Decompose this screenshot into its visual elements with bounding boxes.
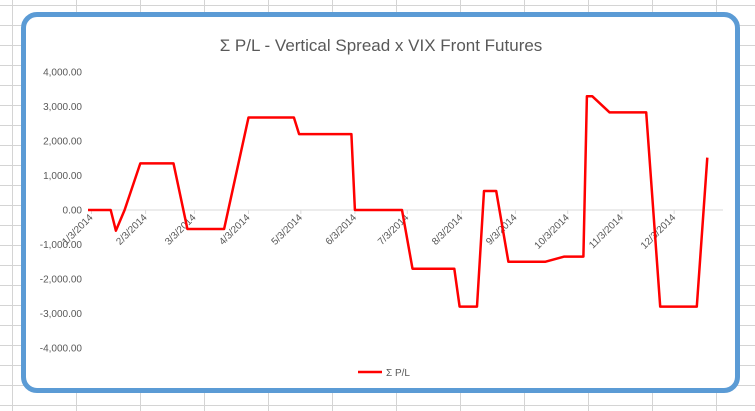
x-tick-label: 12/3/2014: [639, 212, 679, 252]
chart-frame: Σ P/L - Vertical Spread x VIX Front Futu…: [21, 12, 740, 393]
x-tick-label: 8/3/2014: [430, 212, 466, 248]
y-tick-label: -4,000.00: [40, 344, 83, 355]
chart-title: Σ P/L - Vertical Spread x VIX Front Futu…: [220, 36, 543, 55]
series-layer: [88, 94, 709, 308]
series-line: [88, 94, 709, 308]
y-tick-label: 2,000.00: [43, 137, 82, 148]
x-tick-label: 6/3/2014: [324, 212, 360, 248]
y-tick-label: 1,000.00: [43, 171, 82, 182]
y-axis: 4,000.00 3,000.00 2,000.00 1,000.00 0.00 -1,0…: [40, 68, 723, 355]
x-axis: 1/3/2014 2/3/2014 3/3/2014 4/3/2014 5/3/2014…: [60, 210, 679, 252]
y-tick-label: 0.00: [63, 206, 83, 217]
x-tick-label: 5/3/2014: [270, 212, 306, 248]
y-tick-label: -1,000.00: [40, 240, 83, 251]
y-tick-label: 3,000.00: [43, 102, 82, 113]
legend-label: Σ P/L: [386, 368, 410, 379]
y-tick-label: -3,000.00: [40, 309, 83, 320]
x-tick-label: 2/3/2014: [114, 212, 150, 248]
x-tick-label: 10/3/2014: [533, 212, 573, 252]
x-tick-label: 11/3/2014: [587, 212, 626, 251]
legend: Σ P/L: [358, 368, 410, 379]
line-chart: Σ P/L - Vertical Spread x VIX Front Futu…: [40, 36, 723, 379]
y-tick-label: -2,000.00: [40, 275, 83, 286]
y-tick-label: 4,000.00: [43, 68, 82, 79]
